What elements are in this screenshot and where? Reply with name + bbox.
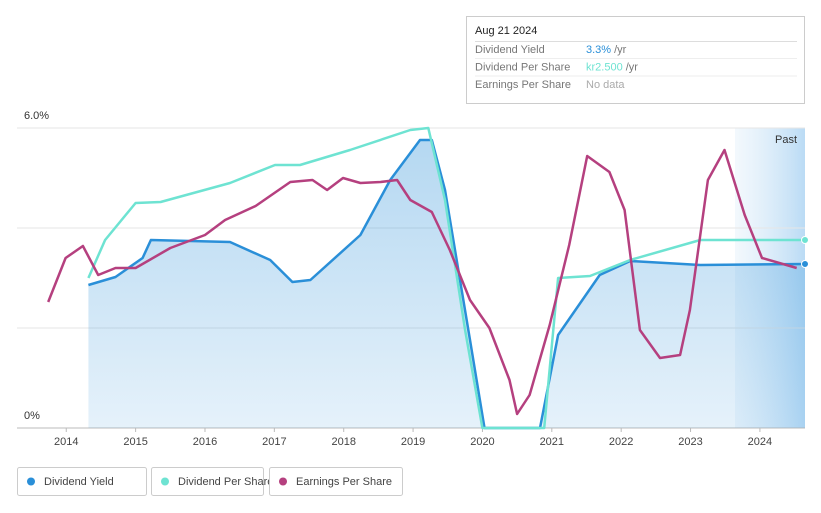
legend-item[interactable]: Earnings Per Share	[269, 467, 403, 496]
tooltip-label: Dividend Per Share	[475, 61, 570, 73]
y-tick-label: 6.0%	[24, 110, 49, 122]
past-label: Past	[775, 134, 797, 146]
tooltip-unit: /yr	[614, 44, 627, 56]
tooltip-value: kr2.500/yr	[586, 61, 638, 73]
tooltip-label: Dividend Yield	[475, 44, 545, 56]
tooltip-unit: /yr	[626, 61, 639, 73]
x-tick-label: 2022	[609, 436, 633, 448]
x-tick-label: 2017	[262, 436, 286, 448]
legend-swatch[interactable]	[279, 477, 287, 486]
end-marker	[801, 260, 809, 268]
line	[47, 148, 798, 416]
legend-item[interactable]: Dividend Per Share	[151, 467, 274, 496]
tooltip-value-text: kr2.500	[586, 61, 623, 73]
legend-box[interactable]	[151, 467, 264, 496]
x-tick-label: 2021	[540, 436, 564, 448]
x-tick-label: 2015	[123, 436, 147, 448]
line	[87, 126, 805, 430]
tooltip-value-text: No data	[586, 79, 625, 91]
x-tick-label: 2023	[678, 436, 702, 448]
x-tick-label: 2019	[401, 436, 425, 448]
x-tick-label: 2016	[193, 436, 217, 448]
x-tick-label: 2018	[331, 436, 355, 448]
tooltip-value-text: 3.3%	[586, 44, 611, 56]
area	[88, 140, 805, 428]
y-tick-label: 0%	[24, 410, 40, 422]
legend-label[interactable]: Dividend Per Share	[178, 476, 273, 488]
tooltip-label: Earnings Per Share	[475, 79, 571, 91]
legend-label[interactable]: Dividend Yield	[44, 476, 114, 488]
tooltip-box	[466, 16, 805, 104]
legend-label[interactable]: Earnings Per Share	[296, 476, 392, 488]
legend-item[interactable]: Dividend Yield	[17, 467, 147, 496]
tooltip-date: Aug 21 2024	[475, 25, 537, 37]
x-tick-label: 2020	[470, 436, 494, 448]
legend-box[interactable]	[269, 467, 403, 496]
plot-area: Past 0% 6.0% 2014 2015 2016 2017 2018 2019 2020 20…	[17, 110, 809, 448]
end-marker	[801, 236, 809, 244]
tooltip-value: 3.3%/yr	[586, 44, 627, 56]
legend-box[interactable]	[17, 467, 147, 496]
tooltip-value: No data	[586, 79, 625, 91]
x-tick-label: 2014	[54, 436, 78, 448]
x-tick-label: 2024	[748, 436, 772, 448]
legend-swatch[interactable]	[161, 477, 169, 486]
legend-swatch[interactable]	[27, 477, 35, 486]
line	[88, 138, 806, 430]
